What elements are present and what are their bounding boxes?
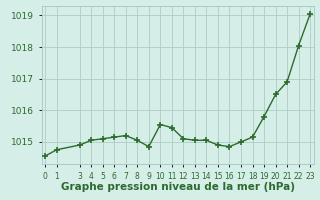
X-axis label: Graphe pression niveau de la mer (hPa): Graphe pression niveau de la mer (hPa) xyxy=(60,182,295,192)
